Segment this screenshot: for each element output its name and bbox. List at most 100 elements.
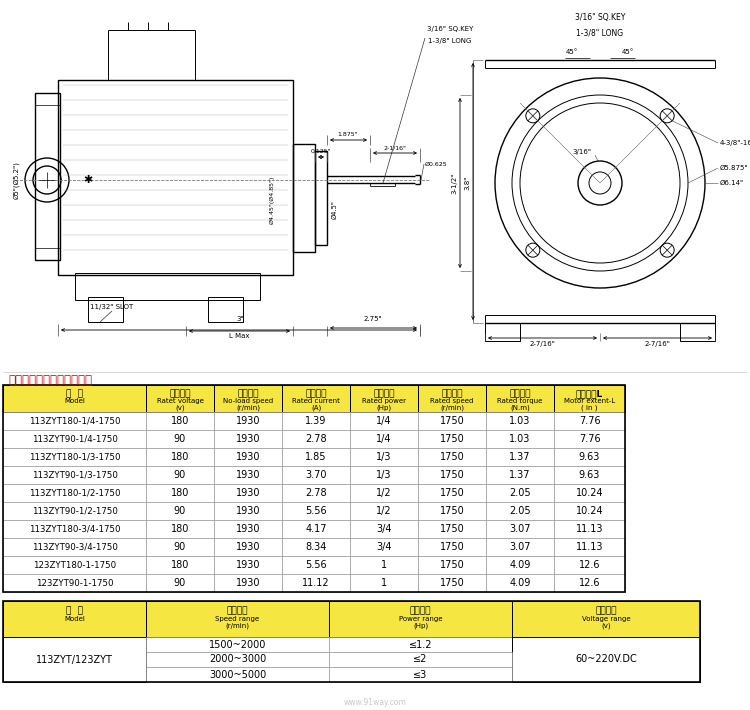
Text: 转速范围: 转速范围 [226,606,248,615]
Text: 1/2: 1/2 [376,488,392,498]
Bar [146,466,214,484]
Bar [486,412,554,430]
Text: 11.13: 11.13 [576,542,603,552]
Bar [146,556,214,574]
Text: 9.63: 9.63 [579,470,600,480]
Text: 电机长度L: 电机长度L [576,389,603,398]
Bar [554,448,625,466]
Text: 45°: 45° [566,49,578,55]
Text: Ratet voltage: Ratet voltage [157,398,203,404]
Text: 1.37: 1.37 [509,452,531,462]
Text: 永磁直流电机产品参数表：: 永磁直流电机产品参数表： [8,374,92,387]
Text: 4.17: 4.17 [305,524,327,534]
Bar [350,385,418,412]
Bar [214,538,282,556]
Bar [146,637,329,652]
Text: 1930: 1930 [236,488,260,498]
Text: Model: Model [64,616,85,622]
Bar [486,430,554,448]
Text: 90: 90 [174,578,186,588]
Text: 4-3/8"-16UNC: 4-3/8"-16UNC [720,140,750,146]
Text: ( in ): ( in ) [581,405,598,411]
Text: Rated torque: Rated torque [497,398,543,404]
Bar [282,556,350,574]
Bar [486,556,554,574]
Text: 额定电流: 额定电流 [305,389,327,398]
Text: 1: 1 [381,560,387,570]
Bar [512,637,700,682]
Text: 10.24: 10.24 [576,488,603,498]
Bar [3,601,146,637]
Text: 1/4: 1/4 [376,416,392,426]
Bar [146,385,214,412]
Bar [3,412,146,430]
Text: 180: 180 [171,524,189,534]
Bar [214,466,282,484]
Text: 1930: 1930 [236,542,260,552]
Text: ≤1.2: ≤1.2 [409,640,432,650]
Text: 3.8": 3.8" [464,176,470,190]
Text: 额定功率: 额定功率 [374,389,394,398]
Bar [3,520,146,538]
Bar [350,502,418,520]
Bar [214,385,282,412]
Text: Ø4.45"(Ø4.85"): Ø4.45"(Ø4.85") [269,176,274,224]
Text: 180: 180 [171,560,189,570]
Text: www.91way.com: www.91way.com [344,698,406,707]
Bar [146,538,214,556]
Text: 1750: 1750 [440,560,464,570]
Bar [146,448,214,466]
Bar [329,637,512,652]
Text: 1.03: 1.03 [509,434,531,444]
Text: 3000~5000: 3000~5000 [209,670,266,679]
Bar [293,144,315,252]
Text: 额定电压: 额定电压 [170,389,190,398]
Text: Power range: Power range [399,616,442,622]
Bar [680,323,715,341]
Text: 113ZYT/123ZYT: 113ZYT/123ZYT [36,655,113,665]
Bar [418,538,486,556]
Text: 3.70: 3.70 [305,470,327,480]
Text: 1-3/8" LONG: 1-3/8" LONG [428,38,472,44]
Text: 1750: 1750 [440,470,464,480]
Bar [554,574,625,592]
Bar [282,430,350,448]
Text: 5.56: 5.56 [305,560,327,570]
Bar [3,466,146,484]
Text: (Hp): (Hp) [376,405,392,411]
Text: 1/2: 1/2 [376,506,392,516]
Bar [418,466,486,484]
Bar [554,385,625,412]
Bar [3,556,146,574]
Text: 1750: 1750 [440,542,464,552]
Bar [554,502,625,520]
Text: 1750: 1750 [440,524,464,534]
Text: 1/4: 1/4 [376,434,392,444]
Bar [418,502,486,520]
Bar [485,323,520,341]
Text: 90: 90 [174,470,186,480]
Bar [512,601,700,637]
Bar [214,412,282,430]
Bar [350,538,418,556]
Text: 额定转矩: 额定转矩 [509,389,531,398]
Bar [146,412,214,430]
Text: 1930: 1930 [236,560,260,570]
Text: 113ZYT90-1/2-1750: 113ZYT90-1/2-1750 [32,506,118,515]
Text: 1750: 1750 [440,434,464,444]
Text: 1750: 1750 [440,416,464,426]
Bar [3,385,625,592]
Bar [350,412,418,430]
Bar [282,448,350,466]
Bar [554,466,625,484]
Text: (Hp): (Hp) [413,623,428,629]
Text: 1930: 1930 [236,578,260,588]
Text: 180: 180 [171,452,189,462]
Bar [146,667,329,682]
Bar [282,484,350,502]
Bar [554,520,625,538]
Text: 1750: 1750 [440,506,464,516]
Text: 60~220V.DC: 60~220V.DC [575,655,637,665]
Bar [554,538,625,556]
Text: 113ZYT180-1/3-1750: 113ZYT180-1/3-1750 [28,452,120,462]
